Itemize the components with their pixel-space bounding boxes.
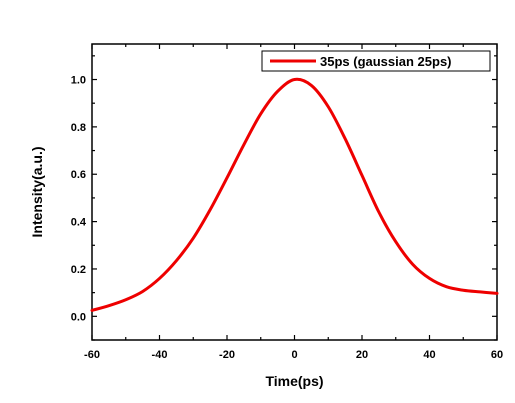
x-tick-label: 0 <box>291 349 297 361</box>
plot-frame <box>91 43 498 341</box>
axis-ticks <box>91 44 498 341</box>
x-axis-title: Time(ps) <box>265 373 323 389</box>
y-tick-label: 0.8 <box>71 122 86 134</box>
x-tick-label: -40 <box>152 349 168 361</box>
y-tick-label: 0.4 <box>71 217 87 229</box>
x-tick-label: 20 <box>356 349 368 361</box>
y-tick-label: 0.2 <box>71 264 86 276</box>
x-tick-label: -60 <box>84 349 100 361</box>
x-tick-label: -20 <box>219 349 235 361</box>
tick-labels: -60 -40 -20 0 20 40 60 0.0 0.2 0.4 0.6 0.8 1.0 <box>71 75 503 361</box>
series-line-35ps <box>90 77 499 312</box>
y-tick-label: 1.0 <box>71 75 86 87</box>
y-axis-title: Intensity(a.u.) <box>29 146 45 237</box>
legend-label: 35ps (gaussian 25ps) <box>320 54 452 69</box>
y-tick-label: 0.6 <box>71 169 86 181</box>
y-tick-label: 0.0 <box>71 311 86 323</box>
legend: 35ps (gaussian 25ps) <box>261 50 491 72</box>
x-tick-label: 60 <box>491 349 503 361</box>
x-tick-label: 40 <box>423 349 435 361</box>
legend-box <box>261 50 491 72</box>
